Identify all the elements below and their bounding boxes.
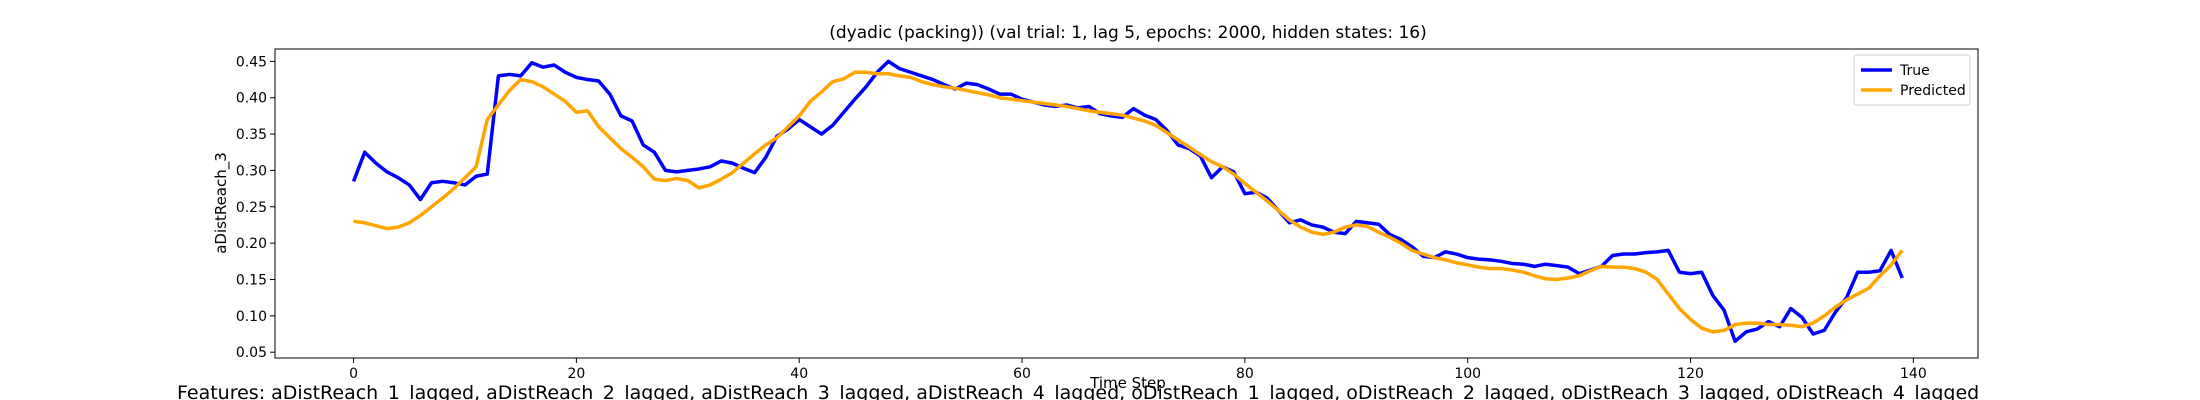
x-tick-label: 80: [1236, 366, 1254, 382]
x-tick-label: 120: [1677, 366, 1704, 382]
y-tick-label: 0.10: [236, 309, 267, 325]
legend-box: [1853, 54, 1971, 106]
chart-title: (dyadic (packing)) (val trial: 1, lag 5,…: [829, 23, 1427, 43]
x-axis-label: Time Step: [1089, 374, 1166, 392]
y-tick-label: 0.15: [236, 272, 267, 288]
series-line: [353, 70, 1904, 334]
x-tick-label: 40: [790, 366, 808, 382]
footer-note: Features: aDistReach_1_lagged, aDistReac…: [177, 382, 1979, 400]
y-tick-label: 0.40: [236, 91, 267, 107]
x-tick-label: 0: [349, 366, 358, 382]
series-line: [351, 59, 1904, 344]
y-tick-label: 0.20: [236, 236, 267, 252]
y-tick-label: 0.25: [236, 200, 267, 216]
x-tick-label: 60: [1013, 366, 1031, 382]
legend-label: True: [1899, 63, 1930, 79]
y-tick-label: 0.05: [236, 345, 267, 361]
x-tick-label: 100: [1454, 366, 1481, 382]
legend: True Predicted: [1853, 54, 1971, 106]
y-tick-label: 0.45: [236, 54, 267, 70]
y-tick-label: 0.35: [236, 127, 267, 143]
y-tick-label: 0.30: [236, 163, 267, 179]
y-axis-label: aDistReach_3: [212, 152, 231, 254]
plot-frame: [274, 48, 1979, 359]
x-tick-label: 140: [1900, 366, 1927, 382]
x-tick-label: 20: [567, 366, 585, 382]
legend-label: Predicted: [1900, 83, 1966, 99]
